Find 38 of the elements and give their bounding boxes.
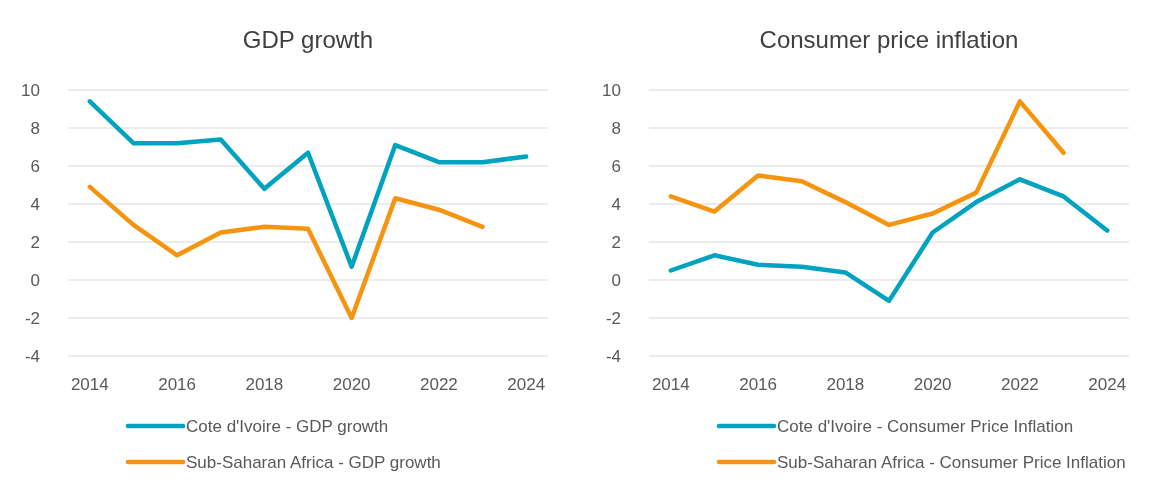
y-tick-label: 6: [30, 156, 40, 176]
legend-label: Cote d'Ivoire - Consumer Price Inflation: [777, 416, 1074, 436]
y-tick-label: 4: [30, 194, 40, 214]
x-tick-label: 2014: [651, 375, 690, 394]
legend-label: Sub-Saharan Africa - Consumer Price Inflation: [777, 452, 1126, 472]
legend-label: Sub-Saharan Africa - GDP growth: [186, 452, 441, 472]
x-tick-label: 2016: [739, 375, 778, 394]
x-tick-label: 2014: [70, 375, 109, 394]
line-series: [87, 184, 485, 321]
x-tick-label: 2022: [420, 375, 458, 394]
x-tick-label: 2018: [245, 375, 284, 394]
y-tick-label: 4: [611, 194, 621, 214]
x-tick-label: 2022: [1000, 375, 1039, 394]
y-tick-label: -4: [24, 346, 40, 366]
line-series: [668, 177, 1110, 304]
y-tick-label: 10: [602, 80, 621, 100]
x-tick-label: 2024: [507, 375, 546, 394]
x-tick-label: 2024: [1088, 375, 1127, 394]
y-tick-label: -4: [605, 346, 621, 366]
x-tick-label: 2016: [158, 375, 196, 394]
x-tick-label: 2018: [826, 375, 865, 394]
x-tick-label: 2020: [332, 375, 371, 394]
line-series: [87, 99, 529, 269]
y-tick-label: 10: [21, 80, 40, 100]
y-tick-label: 8: [30, 118, 40, 138]
y-tick-label: 2: [30, 232, 40, 252]
y-tick-label: 8: [611, 118, 621, 138]
y-tick-label: 0: [30, 270, 40, 290]
chart-title: GDP growth: [242, 26, 374, 53]
line-series: [668, 99, 1066, 228]
y-tick-label: 0: [611, 270, 621, 290]
y-tick-label: -2: [24, 308, 40, 328]
y-tick-label: 2: [611, 232, 621, 252]
y-tick-label: 6: [611, 156, 621, 176]
y-tick-label: -2: [605, 308, 621, 328]
x-tick-label: 2020: [913, 375, 952, 394]
chart-title: Consumer price inflation: [759, 26, 1019, 53]
legend-label: Cote d'Ivoire - GDP growth: [186, 416, 389, 436]
